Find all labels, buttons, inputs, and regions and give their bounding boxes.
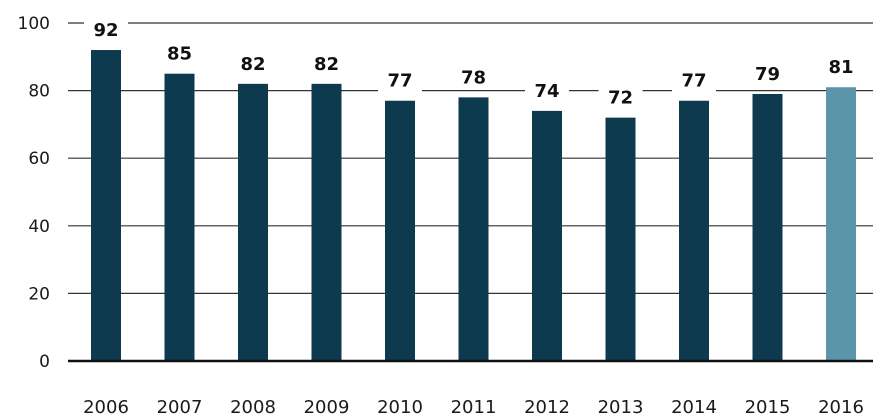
bar (826, 87, 856, 361)
x-axis-ticks: 2006 2007 2008 2009 2010 2011 2012 2013 2014 2015… (83, 397, 864, 418)
data-label-background (157, 43, 202, 66)
data-label-background (451, 67, 496, 90)
data-labels: 92 85 82 82 77 78 74 72 77 79 81 (84, 20, 863, 110)
data-label: 78 (461, 67, 486, 88)
y-tick-label: 20 (28, 284, 50, 304)
data-label: 85 (167, 44, 192, 65)
data-label-background (672, 70, 716, 93)
data-label-background (819, 57, 863, 80)
data-label: 82 (314, 54, 339, 75)
bar (385, 100, 415, 362)
data-label: 81 (828, 57, 853, 78)
x-tick-label: 2013 (598, 397, 644, 418)
bar (458, 97, 489, 362)
x-tick-label: 2016 (818, 397, 864, 418)
data-label-background (745, 63, 790, 86)
bar (238, 83, 268, 361)
data-label: 77 (387, 71, 412, 92)
bar (605, 117, 636, 361)
x-tick-label: 2015 (745, 397, 791, 418)
data-label-background (598, 87, 643, 110)
data-label-background (378, 70, 422, 93)
y-tick-label: 80 (28, 82, 50, 102)
bars (91, 50, 856, 362)
data-label: 74 (534, 81, 559, 102)
x-tick-label: 2009 (304, 397, 350, 418)
data-label: 77 (681, 71, 706, 92)
data-label: 72 (608, 88, 633, 109)
y-tick-label: 60 (28, 149, 50, 169)
data-label: 92 (93, 20, 118, 41)
data-label-background (304, 53, 349, 76)
data-label-background (231, 53, 275, 76)
y-tick-label: 100 (18, 14, 50, 34)
bar (679, 100, 709, 362)
data-label-background (84, 20, 128, 43)
x-tick-label: 2014 (671, 397, 717, 418)
bar (532, 110, 562, 361)
x-tick-label: 2008 (230, 397, 276, 418)
bar (91, 50, 121, 361)
x-tick-label: 2012 (524, 397, 570, 418)
x-tick-label: 2007 (157, 397, 203, 418)
bar (311, 83, 342, 361)
y-tick-label: 0 (39, 352, 50, 372)
bar (164, 73, 195, 361)
y-tick-label: 40 (28, 217, 50, 237)
data-label-background (525, 80, 569, 103)
x-tick-label: 2011 (451, 397, 497, 418)
bar (752, 93, 783, 361)
x-tick-label: 2010 (377, 397, 423, 418)
data-label: 82 (240, 54, 265, 75)
x-tick-label: 2006 (83, 397, 129, 418)
data-label: 79 (755, 64, 780, 85)
y-axis-ticks: 0 20 40 60 80 100 (18, 14, 50, 372)
